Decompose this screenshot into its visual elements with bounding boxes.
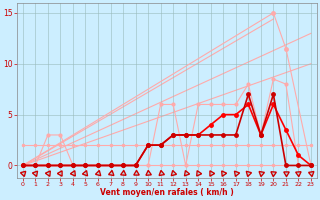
X-axis label: Vent moyen/en rafales ( km/h ): Vent moyen/en rafales ( km/h ) xyxy=(100,188,234,197)
